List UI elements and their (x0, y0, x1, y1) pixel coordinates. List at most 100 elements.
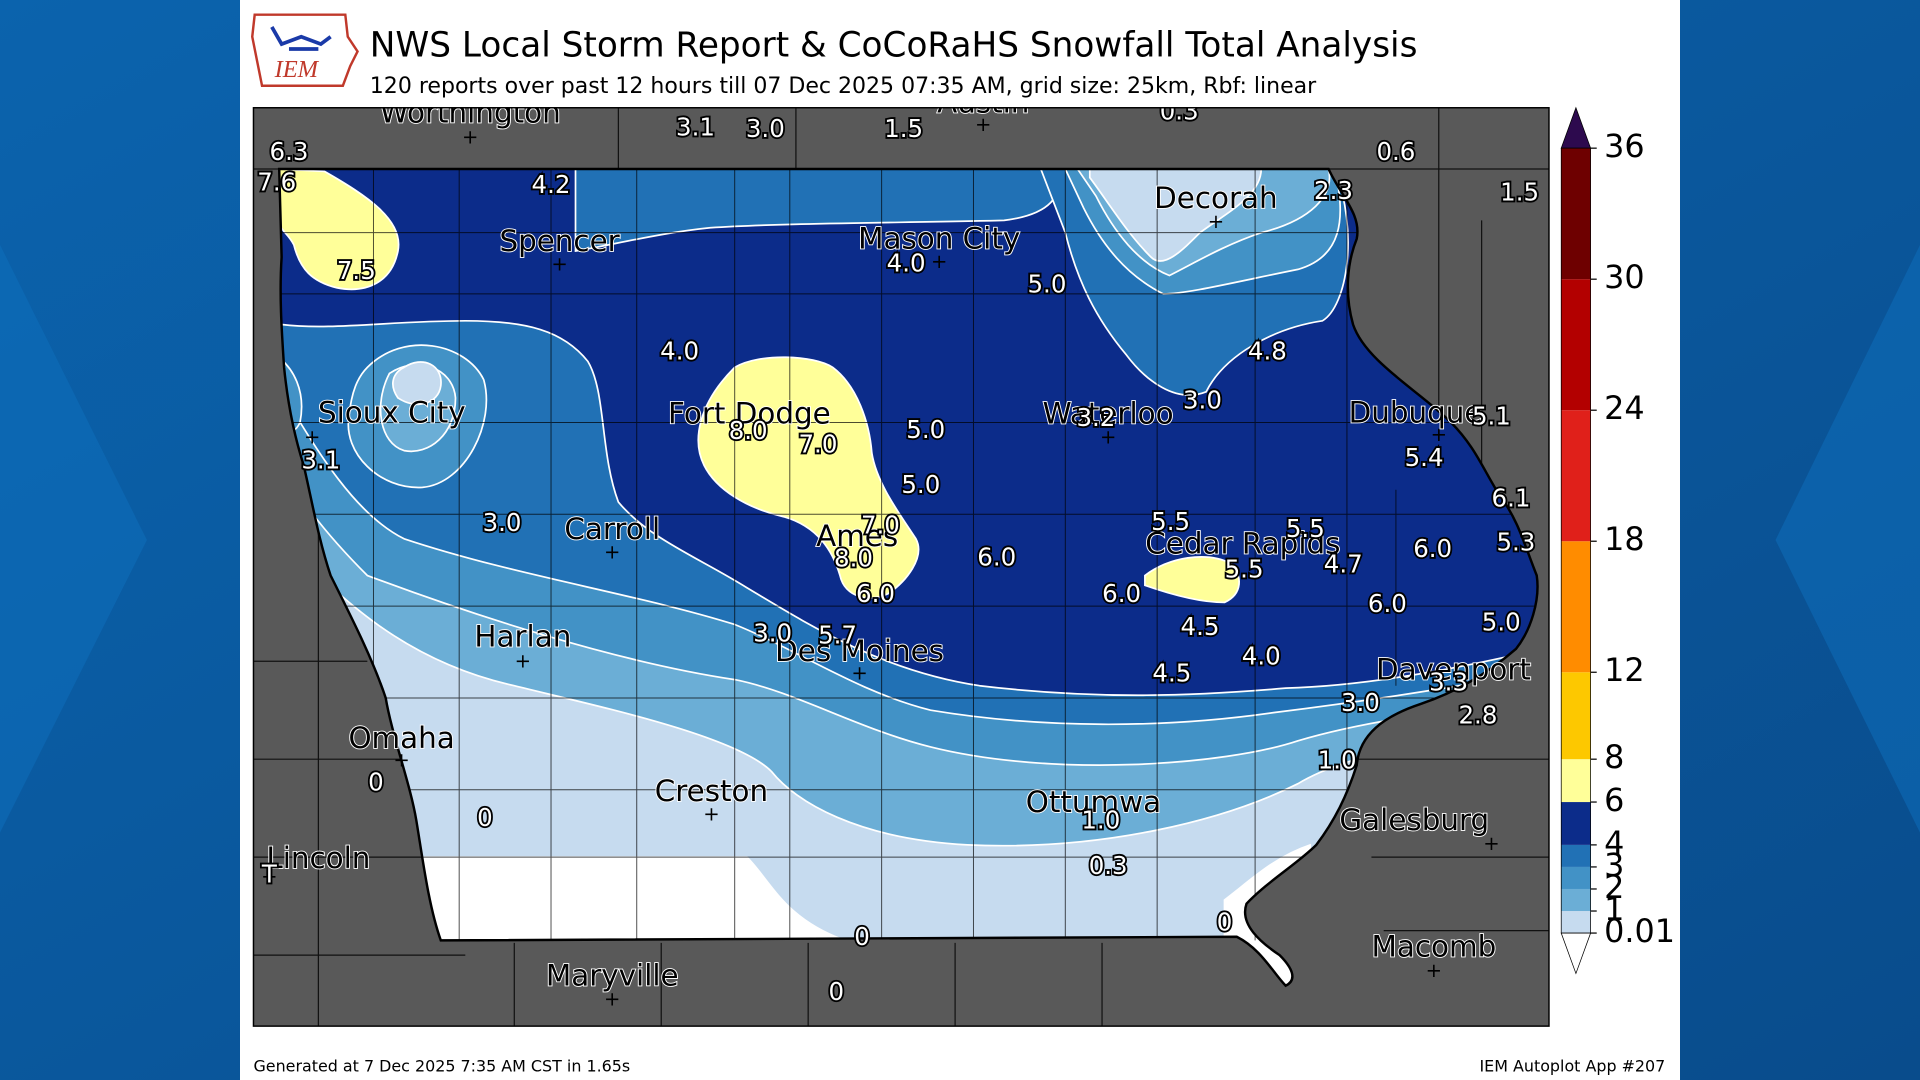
bg-chevron (0, 244, 147, 833)
city-label: Dubuque (1349, 395, 1483, 429)
city-label: Harlan (474, 620, 571, 654)
logo-outline (251, 13, 359, 87)
report-value: 1.5 (1500, 177, 1539, 206)
city-marker: + (551, 253, 567, 276)
city-label: Decorah (1154, 181, 1278, 215)
report-value: 3.0 (1183, 386, 1222, 415)
colorbar-segment (1561, 802, 1591, 845)
report-value: 5.4 (1405, 443, 1444, 472)
city-marker: + (261, 865, 277, 888)
colorbar-label: 3 (1604, 846, 1624, 884)
colorbar-label: 0.01 (1604, 912, 1675, 950)
city-label: Austin (937, 86, 1029, 120)
city-marker: + (1426, 959, 1442, 982)
city-marker: + (604, 987, 620, 1010)
colorbar-label: 4 (1604, 824, 1624, 862)
report-value: 2.8 (1458, 700, 1497, 729)
report-value: 0.3 (1160, 97, 1199, 126)
report-value: 4.2 (532, 170, 571, 199)
city-marker: + (851, 662, 867, 685)
colorbar-label: 6 (1604, 781, 1624, 819)
report-value: 4.5 (1181, 612, 1220, 641)
report-value: 6.3 (270, 137, 309, 166)
report-value: 6.0 (977, 542, 1016, 571)
report-value: 3.0 (483, 508, 522, 537)
city-label: Lincoln (266, 841, 370, 875)
report-value: 5.0 (1027, 269, 1066, 298)
report-value: 0.6 (1376, 137, 1415, 166)
logo-text: IEM (274, 56, 320, 83)
colorbar-label: 1 (1604, 890, 1624, 928)
city-marker: + (1208, 210, 1224, 233)
report-value: 5.5 (1286, 514, 1325, 543)
city-label: Omaha (348, 721, 454, 755)
report-value: 0 (1217, 907, 1233, 936)
report-value: 4.0 (660, 337, 699, 366)
report-value: 8.0 (834, 544, 873, 573)
city-label: Mason City (858, 222, 1020, 256)
colorbar-segment (1561, 888, 1591, 912)
city-marker: + (1431, 423, 1447, 446)
report-value: 1.0 (1081, 806, 1120, 835)
city-marker: + (975, 113, 991, 136)
report-value: 0 (854, 922, 870, 951)
report-value: 4.5 (1152, 659, 1191, 688)
report-value: 7.6 (257, 168, 296, 197)
report-value: 4.0 (887, 248, 926, 277)
city-label: Cedar Rapids (1145, 526, 1340, 560)
report-value: 5.3 (1496, 528, 1535, 557)
colorbar-segment (1561, 844, 1591, 867)
report-value: 8.0 (729, 416, 768, 445)
colorbar-segment (1561, 759, 1591, 803)
report-value: 1.5 (884, 114, 923, 143)
report-value: 6.0 (1368, 589, 1407, 618)
city-label: Ames (816, 519, 898, 553)
city-label: Waterloo (1043, 397, 1174, 431)
report-value: 6.0 (1102, 579, 1141, 608)
report-value: 3.1 (301, 446, 340, 475)
city-label: Ottumwa (1026, 785, 1161, 819)
report-value: 5.5 (1225, 555, 1264, 584)
report-value: 5.5 (1151, 507, 1190, 536)
city-marker: + (393, 749, 409, 772)
title: NWS Local Storm Report & CoCoRaHS Snowfa… (370, 25, 1418, 65)
colorbar-label: 18 (1604, 520, 1645, 558)
report-value: 7.0 (798, 430, 837, 459)
city-label: Spencer (499, 224, 620, 258)
report-value: 5.7 (818, 621, 857, 650)
snow-contours (279, 168, 1538, 986)
colorbar-label: 2 (1604, 868, 1624, 906)
report-value: 5.1 (1472, 402, 1511, 431)
city-label: Macomb (1372, 929, 1497, 963)
report-value: 1.0 (1318, 746, 1357, 775)
footer-left: Generated at 7 Dec 2025 7:35 AM CST in 1… (253, 1056, 630, 1075)
report-value: 2.3 (1314, 176, 1353, 205)
city-marker: + (1100, 425, 1116, 448)
city-marker: + (462, 125, 478, 148)
colorbar-segment (1561, 410, 1591, 542)
logo: IEM (251, 13, 359, 87)
report-value: 3.0 (746, 114, 785, 143)
colorbar-label: 24 (1604, 389, 1645, 427)
city-label: Davenport (1376, 653, 1531, 687)
report-value: 3.0 (1341, 688, 1380, 717)
report-value: 5.0 (901, 470, 940, 499)
report-value: 5.0 (1482, 607, 1521, 636)
bg-chevron (1775, 244, 1920, 833)
city-marker: + (1483, 832, 1499, 855)
report-value: 3.2 (1076, 403, 1115, 432)
city-label: Creston (655, 774, 768, 808)
city-label: Worthington (380, 95, 561, 129)
report-value: T (261, 860, 278, 889)
report-values: 6.37.6 3.1 3.0 1.5 0.3 0.6 1.5 4.2 2.3 7.5 4.0 5.0 4… (255, 97, 1540, 1008)
subtitle: 120 reports over past 12 hours till 07 D… (370, 74, 1317, 99)
colorbar-segment (1561, 672, 1591, 760)
city-marker: + (604, 540, 620, 563)
report-value: 4.7 (1324, 550, 1363, 579)
report-value: 7.5 (337, 256, 376, 285)
report-value: 5.0 (906, 415, 945, 444)
colorbar-segment (1561, 148, 1591, 280)
